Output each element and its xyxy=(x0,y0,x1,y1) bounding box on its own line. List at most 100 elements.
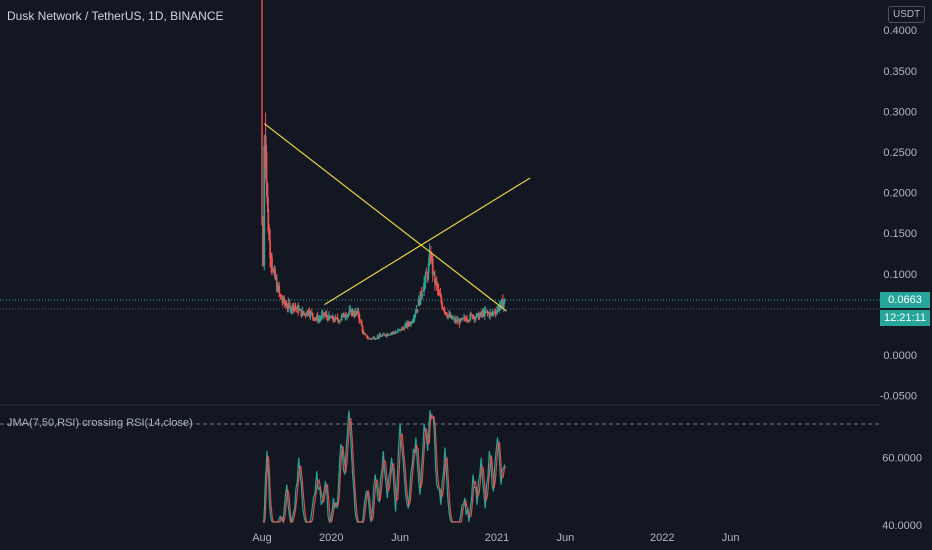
candle-body xyxy=(355,311,358,314)
candle-body xyxy=(405,323,408,327)
candle-body xyxy=(296,306,299,309)
price-tick-label: 0.2000 xyxy=(883,188,917,200)
candle-body xyxy=(428,254,431,264)
candle-body xyxy=(488,313,491,317)
jma-line xyxy=(263,413,507,525)
candle-body xyxy=(286,307,289,309)
rsi-line xyxy=(262,410,506,524)
candle-body xyxy=(414,312,417,316)
candle-body xyxy=(372,337,375,339)
time-tick-label: Jun xyxy=(391,532,409,544)
price-tick-label: 0.2500 xyxy=(883,147,917,159)
candle-body xyxy=(419,291,422,305)
candle-body xyxy=(418,299,421,305)
candle-body xyxy=(344,317,347,319)
trendline-drawings[interactable] xyxy=(263,123,531,312)
candle-body xyxy=(494,313,497,315)
candle-body xyxy=(386,333,389,336)
candle-body xyxy=(381,335,383,337)
candle-body xyxy=(478,315,481,317)
candle-body xyxy=(359,320,362,322)
time-axis[interactable]: Aug 2020 Jun 2021 Jun 2022 Jun xyxy=(252,532,739,544)
candle-body xyxy=(440,296,443,303)
candle-body xyxy=(366,335,368,338)
candle-body xyxy=(463,317,466,320)
candle-body xyxy=(297,306,300,314)
candle-body xyxy=(459,319,462,323)
candle-body xyxy=(333,320,336,322)
candle-body xyxy=(367,337,369,339)
candle-body xyxy=(368,338,371,340)
candle-body xyxy=(299,309,301,311)
candle-body xyxy=(314,317,316,320)
candle-body xyxy=(400,329,402,331)
candle-body xyxy=(321,312,324,315)
price-tick-label: -0.0500 xyxy=(880,391,917,403)
candle-body xyxy=(456,319,459,323)
candle-body xyxy=(356,310,358,314)
candle-body xyxy=(384,334,387,336)
candle-body xyxy=(472,316,475,318)
candle-body xyxy=(377,336,380,338)
candle-body xyxy=(304,313,307,316)
candle-body xyxy=(329,316,331,318)
candle-body xyxy=(486,311,489,313)
oscillator-axis[interactable]: 60.0000 40.0000 xyxy=(882,453,922,532)
candle-body xyxy=(447,315,449,318)
candle-body xyxy=(460,319,463,321)
candle-body xyxy=(469,314,472,320)
candle-body xyxy=(403,328,406,330)
candle-body xyxy=(492,311,495,314)
indicator-label[interactable]: JMA(7,50,RSI) crossing RSI(14,close) xyxy=(7,417,193,429)
candle-body xyxy=(319,318,321,320)
candle-body xyxy=(474,317,477,320)
candle-body xyxy=(336,317,339,321)
currency-badge[interactable]: USDT xyxy=(888,6,926,23)
candle-body xyxy=(500,300,502,307)
candle-body xyxy=(262,225,264,266)
candle-body xyxy=(362,332,365,334)
candle-body xyxy=(422,290,425,292)
candle-body xyxy=(425,274,428,276)
candle-body xyxy=(437,290,440,292)
price-tick-label: 0.0000 xyxy=(883,350,917,362)
candle-body xyxy=(396,332,398,334)
symbol-title[interactable]: Dusk Network / TetherUS, 1D, BINANCE xyxy=(7,9,224,23)
candle-body xyxy=(429,254,432,262)
candle-body xyxy=(501,299,504,308)
candle-body xyxy=(357,310,360,316)
candle-body xyxy=(315,315,318,319)
candle-body xyxy=(449,314,451,318)
candle-body xyxy=(433,271,435,275)
candle-body xyxy=(468,319,471,321)
candle-body xyxy=(303,313,306,315)
candle-body xyxy=(473,316,476,320)
candle-body xyxy=(270,257,272,265)
candle-body xyxy=(358,314,361,321)
time-tick-label: 2020 xyxy=(319,532,343,544)
candle-body xyxy=(314,318,317,320)
candle-body xyxy=(274,269,277,279)
candle-body xyxy=(390,333,392,335)
candle-body xyxy=(339,319,342,321)
candle-body xyxy=(332,316,334,321)
oscillator-tick-label: 40.0000 xyxy=(882,520,922,532)
candle-body xyxy=(284,303,287,306)
candle-body xyxy=(391,332,394,334)
candle-body xyxy=(306,310,309,316)
time-tick-label: Aug xyxy=(252,532,272,544)
candle-body xyxy=(282,298,285,302)
candle-body xyxy=(497,307,499,310)
candle-body xyxy=(389,334,392,336)
candle-body xyxy=(426,274,429,280)
candle-body xyxy=(279,294,282,296)
candle-body xyxy=(363,334,366,336)
candle-body xyxy=(444,312,447,314)
candle-body xyxy=(376,336,379,338)
candle-body xyxy=(278,285,281,293)
last-price-tag: 0.0663 xyxy=(880,292,930,308)
candle-body xyxy=(263,145,266,266)
candle-body xyxy=(267,208,270,232)
candle-body xyxy=(393,332,396,334)
